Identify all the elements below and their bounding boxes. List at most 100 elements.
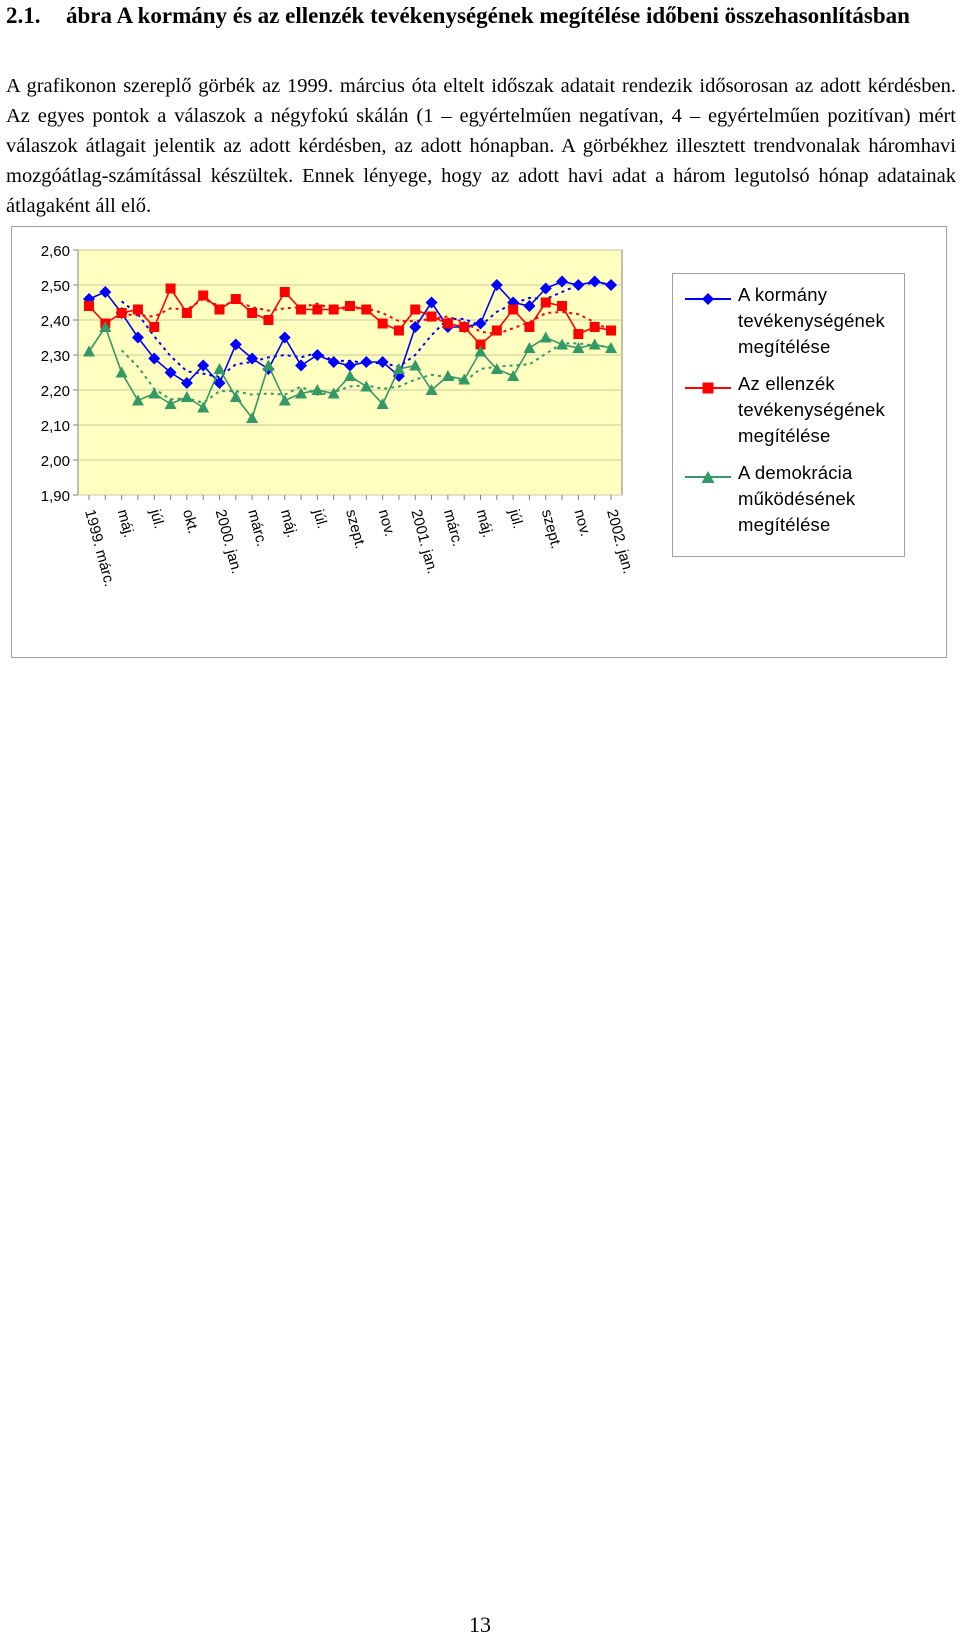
data-point-1 — [540, 297, 551, 308]
data-point-2 — [458, 373, 471, 385]
x-tick-label: máj. — [277, 508, 301, 540]
x-tick-label: nov. — [571, 508, 594, 539]
data-point-1 — [557, 301, 568, 311]
legend-symbol-square — [685, 382, 731, 394]
data-point-1 — [442, 318, 453, 329]
data-point-0 — [376, 356, 389, 368]
data-point-2 — [376, 398, 389, 409]
data-point-0 — [164, 366, 177, 379]
legend-symbol-triangle — [685, 471, 731, 483]
legend-label-democracy: A demokrácia működésének megítélése — [738, 462, 856, 535]
y-tick-label: 2,00 — [41, 453, 70, 470]
y-tick-label: 1,90 — [41, 488, 70, 505]
data-point-2 — [588, 338, 601, 350]
figure-title: ábra A kormány és az ellenzék tevékenysé… — [66, 3, 910, 28]
data-point-2 — [474, 345, 487, 357]
data-point-1 — [198, 290, 209, 301]
y-tick-label: 2,40 — [41, 313, 70, 330]
data-point-2 — [83, 345, 95, 357]
data-point-0 — [99, 286, 112, 298]
legend-symbol-diamond — [685, 293, 731, 305]
data-point-0 — [213, 377, 226, 389]
data-point-2 — [115, 366, 128, 378]
x-tick-label: 1999. márc. — [81, 508, 118, 589]
data-point-2 — [425, 384, 438, 395]
x-tick-label: 2001. jan. — [407, 508, 440, 576]
data-point-1 — [345, 301, 355, 311]
data-point-0 — [409, 321, 422, 333]
data-point-1 — [410, 304, 421, 315]
data-point-0 — [474, 317, 487, 330]
x-tick-label: 2002. jan. — [603, 508, 636, 576]
data-point-1 — [263, 315, 274, 325]
data-point-1 — [296, 304, 307, 315]
data-point-0 — [197, 359, 210, 372]
line-chart: 2,60 2,50 2,40 2,30 2,20 2,10 2,00 1,90 1999. má… — [41, 243, 637, 589]
data-point-2 — [344, 370, 356, 381]
data-point-2 — [164, 398, 177, 409]
data-point-1 — [149, 322, 160, 332]
x-tick-label: márc. — [440, 508, 466, 549]
data-point-2 — [246, 412, 259, 423]
data-point-2 — [490, 363, 503, 374]
data-point-2 — [99, 321, 112, 332]
data-point-0 — [311, 349, 324, 361]
data-point-2 — [197, 401, 210, 413]
x-tick-label: szept. — [342, 508, 369, 551]
data-point-1 — [573, 329, 584, 339]
data-point-2 — [278, 394, 291, 406]
data-point-2 — [539, 331, 552, 343]
data-point-0 — [148, 352, 161, 365]
y-tick-label: 2,50 — [41, 278, 70, 295]
data-point-0 — [556, 275, 569, 288]
data-point-1 — [279, 287, 290, 297]
data-point-2 — [572, 342, 585, 353]
data-point-1 — [312, 304, 323, 315]
data-point-1 — [459, 322, 470, 332]
data-point-2 — [523, 342, 536, 353]
data-point-0 — [572, 279, 585, 291]
x-tick-label: máj. — [114, 508, 138, 540]
data-point-0 — [246, 352, 259, 365]
data-point-1 — [524, 322, 535, 332]
y-tick-label: 2,10 — [41, 418, 70, 435]
data-point-0 — [344, 359, 356, 372]
data-point-2 — [180, 391, 193, 402]
data-point-1 — [491, 325, 502, 336]
page-number: 13 — [469, 1612, 491, 1637]
data-point-2 — [441, 370, 454, 381]
y-tick-label: 2,60 — [41, 243, 70, 260]
trendline-0 — [121, 281, 612, 379]
data-point-2 — [295, 387, 308, 399]
chart-area: 2,60 2,50 2,40 2,30 2,20 2,10 2,00 1,90 1999. má… — [11, 226, 947, 658]
data-point-2 — [556, 338, 569, 350]
data-point-2 — [392, 363, 405, 374]
data-point-1 — [606, 325, 616, 336]
data-point-1 — [426, 311, 437, 322]
data-point-2 — [131, 394, 144, 406]
x-tick-label: júl. — [309, 507, 331, 531]
data-point-0 — [605, 279, 617, 291]
x-tick-label: 2000. jan. — [212, 508, 245, 576]
data-point-2 — [311, 384, 324, 395]
x-tick-label: okt. — [179, 508, 202, 536]
data-point-2 — [213, 363, 226, 374]
data-point-0 — [131, 331, 144, 344]
data-point-2 — [507, 370, 520, 381]
data-point-2 — [605, 342, 617, 353]
figure-description: A grafikonon szereplő görbék az 1999. má… — [6, 75, 956, 217]
data-point-0 — [229, 338, 242, 351]
data-point-1 — [116, 308, 127, 318]
x-tick-label: szept. — [538, 508, 565, 551]
data-point-1 — [132, 304, 143, 315]
x-tick-label: nov. — [375, 508, 398, 539]
data-point-1 — [247, 308, 258, 318]
data-point-2 — [409, 359, 422, 371]
data-point-0 — [588, 275, 601, 288]
data-point-0 — [425, 296, 438, 309]
data-point-0 — [523, 300, 536, 312]
data-point-2 — [148, 387, 161, 399]
data-point-0 — [327, 356, 340, 368]
data-point-0 — [360, 356, 373, 368]
data-point-1 — [328, 304, 339, 315]
